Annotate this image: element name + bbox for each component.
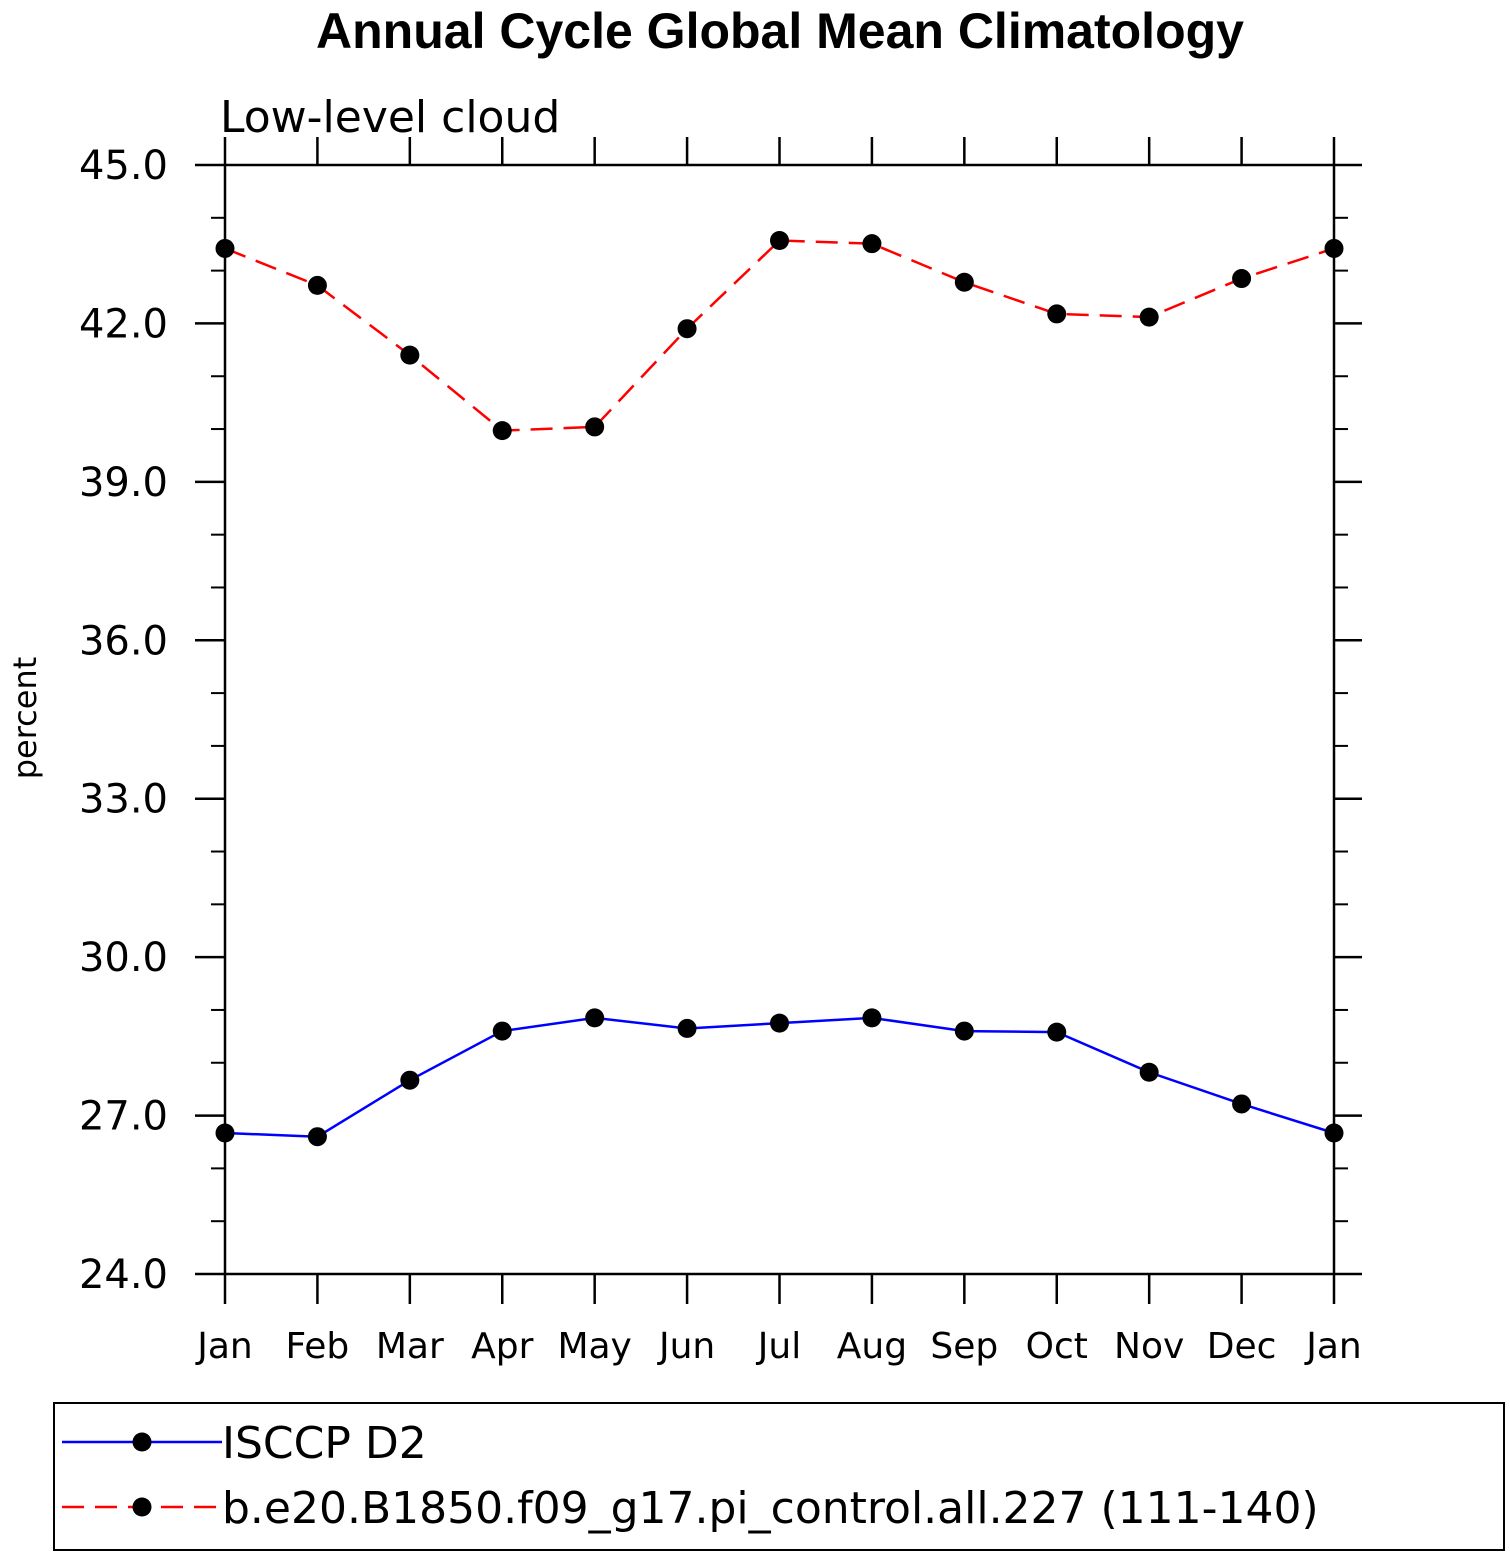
- y-tick-label: 36.0: [79, 618, 168, 664]
- data-point: [215, 1123, 235, 1143]
- data-point: [677, 319, 697, 339]
- legend: ISCCP D2 b.e20.B1850.f09_g17.pi_control.a…: [62, 1418, 1319, 1534]
- data-point: [400, 345, 420, 365]
- data-point: [1047, 304, 1067, 324]
- x-tick-label: Sep: [930, 1326, 998, 1367]
- data-point: [307, 275, 327, 295]
- data-point: [215, 238, 235, 258]
- data-point: [1139, 1062, 1159, 1082]
- data-point: [1047, 1022, 1067, 1042]
- series-layer: [215, 231, 1344, 1147]
- data-point: [585, 417, 605, 437]
- y-tick-label: 45.0: [79, 143, 168, 189]
- legend-marker: [132, 1432, 152, 1452]
- x-tick-label: Apr: [471, 1326, 533, 1367]
- x-tick-label: Nov: [1114, 1326, 1184, 1367]
- legend-box: [53, 1402, 1505, 1551]
- y-axis-label: percent: [6, 657, 44, 780]
- x-tick-label: Aug: [837, 1326, 907, 1367]
- y-tick-label: 39.0: [79, 460, 168, 506]
- x-tick-label: Jun: [657, 1326, 715, 1367]
- x-tick-label: Dec: [1207, 1326, 1277, 1367]
- legend-label-1: b.e20.B1850.f09_g17.pi_control.all.227 (…: [222, 1483, 1319, 1534]
- data-point: [862, 1008, 882, 1028]
- data-point: [770, 231, 789, 251]
- data-point: [1324, 1123, 1344, 1143]
- y-tick-label: 27.0: [79, 1094, 168, 1140]
- series-line-0: [224, 1016, 1335, 1138]
- data-point: [954, 272, 974, 292]
- data-point: [307, 1127, 327, 1147]
- data-point: [1324, 238, 1344, 258]
- data-point: [862, 234, 882, 254]
- data-point: [954, 1021, 974, 1041]
- y-tick-label: 42.0: [79, 301, 168, 347]
- data-point: [400, 1070, 420, 1090]
- chart-title: Annual Cycle Global Mean Climatology: [316, 3, 1244, 59]
- y-tick-label: 24.0: [79, 1252, 168, 1298]
- data-point: [677, 1018, 697, 1038]
- series-line-1: [224, 239, 1335, 432]
- data-point: [585, 1008, 605, 1028]
- data-point: [1139, 307, 1159, 327]
- legend-label-0: ISCCP D2: [222, 1418, 427, 1469]
- data-point: [492, 421, 512, 441]
- x-tick-label: Jan: [1304, 1326, 1362, 1367]
- x-tick-label: Feb: [286, 1326, 350, 1367]
- x-tick-label: Mar: [376, 1326, 444, 1367]
- axes: 45.0 42.0 39.0 36.0 33.0 30.0 27.0 24.0 Jan Feb Ma…: [79, 137, 1362, 1367]
- chart-subtitle: Low-level cloud: [220, 92, 560, 143]
- legend-marker: [132, 1497, 152, 1517]
- data-point: [770, 1013, 789, 1033]
- x-tick-label: May: [557, 1326, 631, 1367]
- data-point: [1232, 269, 1252, 289]
- x-tick-label: Jan: [195, 1326, 253, 1367]
- y-tick-label: 30.0: [79, 935, 168, 981]
- plot-frame: [223, 163, 1336, 1276]
- x-tick-label: Jul: [756, 1326, 801, 1367]
- data-point: [1232, 1094, 1252, 1114]
- y-tick-label: 33.0: [79, 777, 168, 823]
- data-point: [492, 1021, 512, 1041]
- x-tick-label: Oct: [1026, 1326, 1088, 1367]
